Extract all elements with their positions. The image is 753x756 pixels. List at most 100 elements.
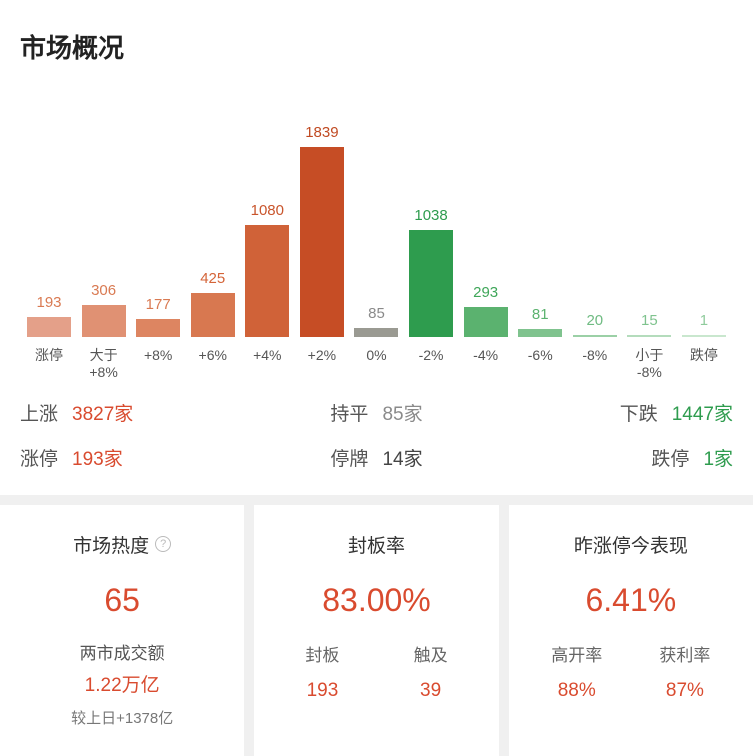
stats-row: 涨停193家 停牌 14家 跌停 1家 (20, 444, 733, 471)
bar-col: 1 (679, 97, 729, 337)
bar-col: 15 (624, 97, 674, 337)
info-icon[interactable]: ? (155, 536, 171, 552)
stats-label: 上涨 (20, 399, 58, 426)
bar (27, 317, 71, 337)
pair-value: 193 (268, 680, 376, 702)
pair-label: 封板 (268, 641, 376, 666)
bar-value: 15 (641, 312, 658, 329)
x-label: 小于-8% (624, 347, 674, 381)
bar (518, 329, 562, 337)
card-title-text: 市场热度 (73, 531, 149, 558)
stats-segment: 涨停193家 (20, 444, 258, 471)
bar (82, 305, 126, 337)
stats-segment: 停牌 14家 (258, 444, 496, 471)
stats-row: 上涨 3827家 持平 85家 下跌 1447家 (20, 399, 733, 426)
bar-value: 306 (91, 282, 116, 299)
bar-col: 425 (188, 97, 238, 337)
bar (245, 225, 289, 337)
card-title: 市场热度 ? (73, 531, 171, 558)
bar (191, 293, 235, 337)
bar-value: 425 (200, 270, 225, 287)
bar (354, 328, 398, 337)
stats-value: 85家 (382, 399, 422, 426)
card-seal-rate: 封板率 83.00% 封板 193 触及 39 (254, 505, 498, 756)
bar (300, 147, 344, 337)
card-yesterday-limit: 昨涨停今表现 6.41% 高开率 88% 获利率 87% (509, 505, 753, 756)
stats-segment: 跌停 1家 (495, 444, 733, 471)
pair-value: 39 (377, 680, 485, 702)
stats-segment: 下跌 1447家 (495, 399, 733, 426)
bar-col: 1080 (242, 97, 292, 337)
seal-pairs: 封板 193 触及 39 (268, 641, 484, 702)
stats-label: 停牌 (330, 444, 368, 471)
bar (136, 319, 180, 337)
stats-label: 下跌 (620, 399, 658, 426)
x-label: 涨停 (24, 347, 74, 381)
bar-value: 81 (532, 306, 549, 323)
x-label: +4% (242, 347, 292, 381)
bar-col: 1038 (406, 97, 456, 337)
page-title: 市场概况 (20, 28, 733, 65)
bar-col: 306 (79, 97, 129, 337)
x-label: 跌停 (679, 347, 729, 381)
x-label: 大于+8% (79, 347, 129, 381)
turnover-change: 较上日+1378亿 (14, 707, 230, 728)
bar-value: 293 (473, 284, 498, 301)
yesterday-value: 6.41% (523, 582, 739, 619)
bar-col: 20 (570, 97, 620, 337)
pair-col: 高开率 88% (523, 641, 631, 702)
bar-value: 1038 (414, 207, 447, 224)
summary-stats: 上涨 3827家 持平 85家 下跌 1447家涨停193家 停牌 14家 跌停 1家 (20, 399, 733, 471)
pair-col: 封板 193 (268, 641, 376, 702)
heat-value: 65 (14, 582, 230, 619)
bar-value: 177 (146, 296, 171, 313)
pair-col: 获利率 87% (631, 641, 739, 702)
card-title-text: 昨涨停今表现 (574, 531, 688, 558)
bar-value: 20 (586, 312, 603, 329)
card-market-heat: 市场热度 ? 65 两市成交额 1.22万亿 较上日+1378亿 (0, 505, 244, 756)
stats-segment: 上涨 3827家 (20, 399, 258, 426)
bar-col: 177 (133, 97, 183, 337)
seal-rate-value: 83.00% (268, 582, 484, 619)
pair-label: 触及 (377, 641, 485, 666)
stats-value: 1447家 (672, 399, 733, 426)
bar (627, 335, 671, 337)
yesterday-pairs: 高开率 88% 获利率 87% (523, 641, 739, 702)
stats-value: 3827家 (72, 399, 133, 426)
bar (573, 335, 617, 337)
pair-label: 获利率 (631, 641, 739, 666)
distribution-chart: 193 306 177 425 1080 1839 85 1038 293 81 20 15 1 (20, 97, 733, 337)
pair-value: 88% (523, 680, 631, 702)
turnover-value: 1.22万亿 (14, 670, 230, 697)
bar-value: 1080 (251, 202, 284, 219)
x-label: +2% (297, 347, 347, 381)
x-label: -4% (461, 347, 511, 381)
bar-value: 1 (700, 312, 708, 329)
bar (409, 230, 453, 337)
x-label: -6% (515, 347, 565, 381)
bar-value: 1839 (305, 124, 338, 141)
bar-col: 85 (351, 97, 401, 337)
stats-value: 14家 (382, 444, 422, 471)
stats-value: 1家 (703, 444, 733, 471)
bar (682, 335, 726, 337)
x-label: 0% (351, 347, 401, 381)
x-label: +8% (133, 347, 183, 381)
x-label: -2% (406, 347, 456, 381)
x-label: -8% (570, 347, 620, 381)
x-label: +6% (188, 347, 238, 381)
stats-label: 持平 (330, 399, 368, 426)
chart-x-labels: 涨停大于+8%+8%+6%+4%+2%0%-2%-4%-6%-8%小于-8%跌停 (20, 347, 733, 381)
stats-label: 涨停 (20, 444, 58, 471)
card-title: 昨涨停今表现 (574, 531, 688, 558)
bar-value: 193 (36, 294, 61, 311)
pair-col: 触及 39 (377, 641, 485, 702)
stats-segment: 持平 85家 (258, 399, 496, 426)
bar-col: 193 (24, 97, 74, 337)
bar-col: 293 (461, 97, 511, 337)
card-title: 封板率 (348, 531, 405, 558)
bar-col: 1839 (297, 97, 347, 337)
stats-label: 跌停 (651, 444, 689, 471)
bar (464, 307, 508, 337)
pair-label: 高开率 (523, 641, 631, 666)
